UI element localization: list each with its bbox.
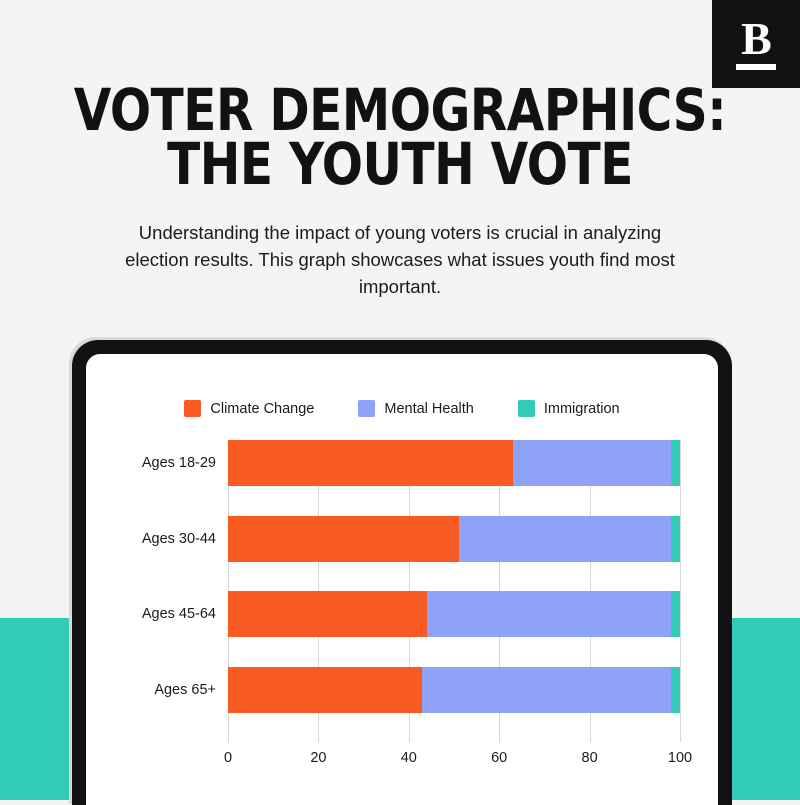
tablet-device-frame: Climate Change Mental Health Immigration A… bbox=[72, 340, 732, 805]
stacked-bar[interactable] bbox=[228, 515, 680, 562]
bar-segment-immigration[interactable] bbox=[670, 666, 680, 713]
bar-segment-mental-health[interactable] bbox=[426, 591, 671, 637]
bar-segment-climate-change[interactable] bbox=[228, 591, 427, 637]
bar-row: Ages 45-64 bbox=[142, 591, 680, 637]
brand-logo-letter: B bbox=[741, 13, 772, 65]
bar-row: Ages 30-44 bbox=[142, 515, 680, 562]
bar-row: Ages 65+ bbox=[154, 666, 680, 713]
legend-item-mental-health[interactable]: Mental Health bbox=[358, 400, 474, 417]
x-tick-label: 20 bbox=[310, 750, 327, 766]
chart-bars: Ages 18-29 Ages 30-44 Ages 45-64 Ages 65+ bbox=[142, 440, 680, 742]
x-tick-label: 80 bbox=[581, 750, 598, 766]
chart-x-axis: 0 20 40 60 80 100 bbox=[224, 742, 692, 772]
brand-logo: B bbox=[712, 0, 800, 88]
legend-swatch-icon bbox=[358, 400, 376, 417]
chart-legend: Climate Change Mental Health Immigration bbox=[86, 400, 718, 417]
category-label: Ages 65+ bbox=[154, 681, 216, 698]
bar-segment-mental-health[interactable] bbox=[458, 515, 671, 562]
tablet-screen: Climate Change Mental Health Immigration A… bbox=[86, 354, 718, 805]
page-title-line-1: VOTER DEMOGRAPHICS: bbox=[73, 76, 727, 144]
legend-swatch-icon bbox=[184, 400, 202, 417]
legend-item-climate-change[interactable]: Climate Change bbox=[184, 400, 314, 417]
bar-segment-immigration[interactable] bbox=[670, 591, 680, 637]
bar-row: Ages 18-29 bbox=[142, 440, 680, 486]
gridline-100 bbox=[680, 440, 681, 742]
bar-segment-mental-health[interactable] bbox=[422, 666, 671, 713]
page-title: VOTER DEMOGRAPHICS: THE YOUTH VOTE bbox=[28, 76, 772, 198]
legend-swatch-icon bbox=[517, 400, 535, 417]
stacked-bar[interactable] bbox=[228, 666, 680, 713]
x-tick-label: 0 bbox=[223, 750, 233, 766]
category-label: Ages 45-64 bbox=[141, 606, 216, 622]
stacked-bar[interactable] bbox=[228, 440, 680, 486]
bar-segment-immigration[interactable] bbox=[670, 440, 680, 486]
bar-segment-mental-health[interactable] bbox=[512, 440, 671, 486]
category-label: Ages 30-44 bbox=[141, 530, 216, 547]
legend-item-immigration[interactable]: Immigration bbox=[517, 400, 620, 417]
x-tick-label: 40 bbox=[400, 750, 417, 766]
brand-logo-underline bbox=[736, 63, 776, 70]
chart-plot-area: Ages 18-29 Ages 30-44 Ages 45-64 Ages 65+ 0… bbox=[142, 440, 692, 766]
page-subtitle: Understanding the impact of young voters… bbox=[125, 222, 675, 297]
legend-label: Mental Health bbox=[384, 400, 474, 417]
bar-segment-climate-change[interactable] bbox=[228, 440, 513, 486]
bar-segment-climate-change[interactable] bbox=[228, 666, 423, 713]
bar-segment-immigration[interactable] bbox=[670, 515, 680, 562]
x-tick-label: 100 bbox=[667, 750, 693, 766]
stacked-bar[interactable] bbox=[228, 591, 680, 637]
category-label: Ages 18-29 bbox=[141, 455, 216, 471]
legend-label: Climate Change bbox=[210, 400, 315, 417]
teal-band-right bbox=[728, 618, 800, 800]
x-tick-label: 60 bbox=[491, 750, 508, 766]
legend-label: Immigration bbox=[543, 400, 620, 417]
bar-segment-climate-change[interactable] bbox=[228, 515, 459, 562]
page-title-line-2: THE YOUTH VOTE bbox=[167, 129, 633, 198]
